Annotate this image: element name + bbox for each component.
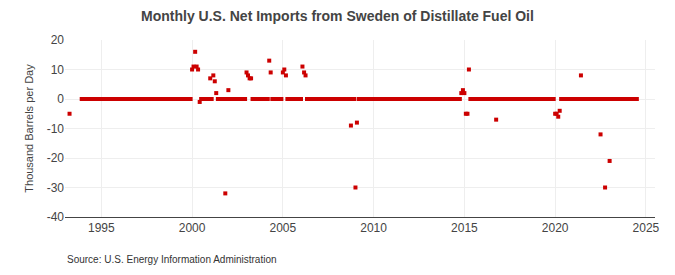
svg-text:2020: 2020 — [542, 221, 569, 235]
svg-text:Monthly U.S. Net Imports from: Monthly U.S. Net Imports from Sweden of … — [141, 8, 534, 24]
svg-text:-30: -30 — [47, 181, 65, 195]
svg-text:2015: 2015 — [451, 221, 478, 235]
svg-text:-20: -20 — [47, 151, 65, 165]
svg-text:2025: 2025 — [633, 221, 660, 235]
svg-text:Thousand Barrels per Day: Thousand Barrels per Day — [23, 64, 35, 193]
svg-text:2010: 2010 — [360, 221, 387, 235]
svg-text:-40: -40 — [47, 210, 65, 224]
svg-text:20: 20 — [51, 33, 65, 47]
svg-text:10: 10 — [51, 63, 65, 77]
svg-text:1995: 1995 — [88, 221, 115, 235]
svg-text:2005: 2005 — [269, 221, 296, 235]
svg-text:-10: -10 — [47, 122, 65, 136]
svg-text:0: 0 — [57, 92, 64, 106]
svg-text:2000: 2000 — [179, 221, 206, 235]
svg-text:Source: U.S. Energy Informatio: Source: U.S. Energy Information Administ… — [67, 254, 277, 265]
